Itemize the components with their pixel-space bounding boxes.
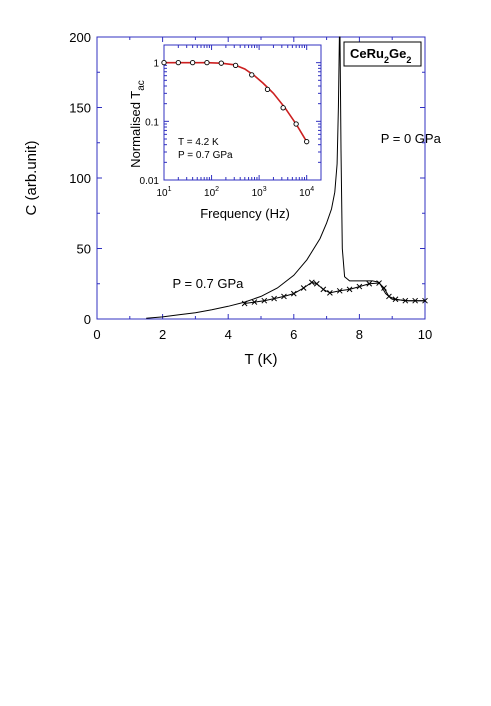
inset-data-point <box>280 105 286 111</box>
main-series-marker <box>308 279 315 286</box>
main-x-tick-label: 8 <box>356 327 363 342</box>
compound-label-box: CeRu2Ge2 <box>343 41 422 67</box>
main-series-marker <box>346 286 353 293</box>
main-series-marker <box>327 290 333 296</box>
main-series-line-0 <box>146 36 425 319</box>
main-x-axis-label: T (K) <box>244 351 277 368</box>
main-series-marker <box>241 300 248 307</box>
main-x-tick-label: 0 <box>93 327 100 342</box>
inset-x-axis-label: Frequency (Hz) <box>200 206 290 221</box>
inset-series <box>161 60 310 145</box>
compound-sub-1: 2 <box>384 55 389 65</box>
main-annotation-0: P = 0 GPa <box>381 131 442 146</box>
inset-data-point <box>204 60 210 66</box>
inset-x-tick-label: 103 <box>252 186 267 199</box>
main-y-tick-label: 50 <box>77 242 91 257</box>
inset-data-point <box>293 121 299 127</box>
main-series-marker <box>300 285 307 291</box>
inset-annotation-temperature: T = 4.2 K <box>178 137 219 148</box>
inset-y-tick-label: 0.1 <box>145 117 159 128</box>
main-x-tick-label: 10 <box>418 327 432 342</box>
compound-mid: Ge <box>389 46 406 61</box>
inset-data-point <box>161 60 167 66</box>
main-series-marker <box>422 297 428 304</box>
compound-sub-2: 2 <box>406 55 411 65</box>
main-series <box>146 36 428 319</box>
inset-y-axis-label-sub: ac <box>136 80 147 91</box>
main-series-marker <box>320 286 327 293</box>
inset-annotation-pressure: P = 0.7 GPa <box>178 150 233 161</box>
main-x-tick-label: 6 <box>290 327 297 342</box>
main-series-marker <box>271 295 277 302</box>
main-series-marker <box>392 296 399 303</box>
inset-x-tick-label: 104 <box>299 186 314 199</box>
main-series-marker <box>281 293 287 300</box>
main-series-line-1 <box>244 281 425 304</box>
main-series-marker <box>356 283 363 290</box>
main-y-tick-label: 0 <box>84 312 91 327</box>
compound-base: CeRu <box>350 46 384 61</box>
inset-data-point <box>249 72 255 78</box>
inset-y-axis-label: Normalised Tac <box>128 80 147 168</box>
main-series-marker <box>251 299 258 305</box>
compound-label: CeRu2Ge2 <box>350 46 411 65</box>
inset-y-tick-label: 1 <box>153 59 159 70</box>
inset-fit-line <box>164 61 308 143</box>
main-series-marker <box>366 280 373 287</box>
main-series-marker <box>412 297 419 304</box>
main-y-tick-label: 200 <box>69 30 91 45</box>
inset-plot-frame <box>163 44 322 181</box>
main-series-marker <box>386 293 392 300</box>
inset-y-tick-label: 0.01 <box>140 176 160 187</box>
main-annotation-1: P = 0.7 GPa <box>172 276 244 291</box>
main-annotations: P = 0 GPa P = 0.7 GPa <box>172 131 441 291</box>
main-x-tick-label: 2 <box>159 327 166 342</box>
inset-data-point <box>232 62 239 68</box>
inset-y-axis-label-main: Normalised T <box>128 91 143 168</box>
inset-x-tick-label: 102 <box>204 186 219 199</box>
main-x-tick-label: 4 <box>225 327 232 342</box>
main-y-tick-label: 100 <box>69 171 91 186</box>
main-series-marker <box>261 297 268 304</box>
compound-label-frame <box>343 41 422 67</box>
inset-x-tick-label: 101 <box>156 186 171 199</box>
main-y-axis-label: C (arb.unit) <box>23 140 40 215</box>
main-series-marker <box>336 287 343 294</box>
inset-data-point <box>189 60 196 66</box>
inset-data-point <box>264 86 271 93</box>
main-y-tick-label: 150 <box>69 101 91 116</box>
inset-chart: 101 102 103 104 0.01 0.1 1 Frequency (Hz) Norm… <box>128 44 322 221</box>
inset-data-point <box>175 60 181 66</box>
main-series-marker <box>402 297 409 304</box>
main-series-marker <box>290 290 297 297</box>
inset-ticks: 101 102 103 104 0.01 0.1 1 <box>140 44 322 199</box>
main-series-marker <box>381 285 387 291</box>
inset-data-point <box>218 60 224 66</box>
inset-data-point <box>304 139 310 145</box>
main-series-marker <box>376 280 382 286</box>
main-series-marker <box>313 280 320 287</box>
